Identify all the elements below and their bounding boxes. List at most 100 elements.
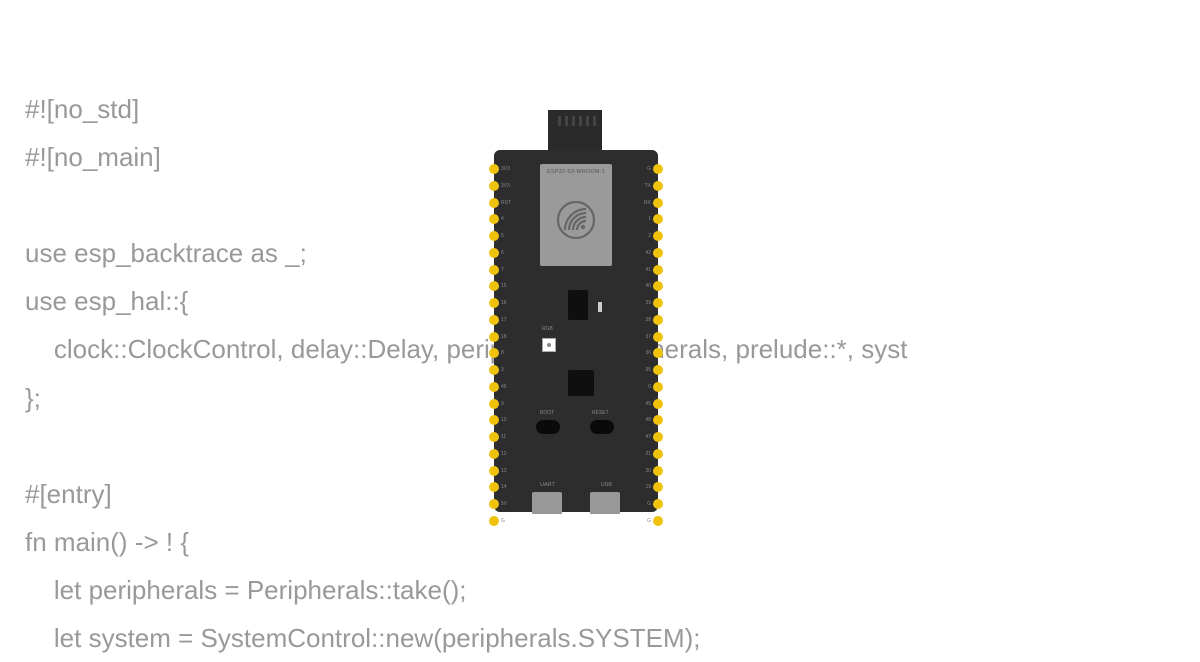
pin [653,332,663,342]
pin-label: 3V3 [501,164,511,174]
espressif-logo-icon [556,200,596,240]
pin [489,214,499,224]
pin-label: 2 [644,231,651,241]
pin [653,164,663,174]
pin [653,432,663,442]
pin [489,482,499,492]
pin-label: 0 [644,382,651,392]
pin-label: 40 [644,281,651,291]
pin-label: 37 [644,332,651,342]
pin [653,198,663,208]
pin-label: 20 [644,466,651,476]
pin [653,499,663,509]
pin [653,231,663,241]
uart-connector [532,492,562,514]
pin-label: 36 [644,348,651,358]
antenna [548,110,602,150]
pin [489,348,499,358]
pin-label: 39 [644,298,651,308]
pin [489,248,499,258]
pin [489,332,499,342]
pin-label: 21 [644,449,651,459]
pin-label: 12 [501,449,511,459]
pin-label: 42 [644,248,651,258]
pin [489,198,499,208]
module-name: ESP32-S3-WROOM-1 [540,169,612,175]
pin [653,315,663,325]
pin [489,449,499,459]
chip-square [568,370,594,396]
pin [653,265,663,275]
pin [653,382,663,392]
pin-label: 8 [501,348,511,358]
pin [653,298,663,308]
pin [489,499,499,509]
small-component [598,302,602,312]
pin [653,399,663,409]
pin [489,181,499,191]
pin [489,281,499,291]
pin [489,265,499,275]
pin [489,164,499,174]
pin [489,466,499,476]
pin-label: 46 [501,382,511,392]
pcb: 3V33V3RST4567151617188346910111213145VG … [494,150,658,512]
pin-label: 3 [501,365,511,375]
wroom-module: ESP32-S3-WROOM-1 [540,164,612,266]
pin [489,231,499,241]
pin-label: G [501,516,511,526]
pin-label: 14 [501,482,511,492]
pin [653,466,663,476]
boot-button[interactable] [536,420,560,434]
pin [489,382,499,392]
pin [653,281,663,291]
pin [653,415,663,425]
pin-labels-right: GTXRX1242414039383736350454847212019GG [644,164,651,526]
pin [489,432,499,442]
pin-label: 4 [501,214,511,224]
pin-label: 45 [644,399,651,409]
chip-small [568,290,588,320]
pin-label: G [644,164,651,174]
pin-label: 15 [501,281,511,291]
pin [489,399,499,409]
pin [653,348,663,358]
reset-label: RESET [592,410,609,416]
pin-label: 1 [644,214,651,224]
pin-label: 5V [501,499,511,509]
pin [653,365,663,375]
pin [489,415,499,425]
pin [489,298,499,308]
pin-label: 16 [501,298,511,308]
code-text: #![no_std] #![no_main] use esp_backtrace… [25,94,907,653]
pin-label: G [644,516,651,526]
pin-label: 48 [644,415,651,425]
pin [653,248,663,258]
pin-label: G [644,499,651,509]
boot-label: BOOT [540,410,554,416]
pin-label: 5 [501,231,511,241]
pin-label: 18 [501,332,511,342]
pin [653,214,663,224]
pin-label: 7 [501,265,511,275]
pin-label: TX [644,181,651,191]
pin [653,181,663,191]
pin-label: 35 [644,365,651,375]
usb-connector [590,492,620,514]
rgb-label: RGB [542,326,553,332]
usb-label: USB [601,482,612,488]
pin-label: RST [501,198,511,208]
pins-right [653,164,663,526]
pins-left [489,164,499,526]
uart-label: UART [540,482,555,488]
pin [653,482,663,492]
pin-label: 10 [501,415,511,425]
pin-label: 38 [644,315,651,325]
pin [489,516,499,526]
pin-labels-left: 3V33V3RST4567151617188346910111213145VG [501,164,511,526]
pin [653,449,663,459]
pin-label: 19 [644,482,651,492]
pin [653,516,663,526]
reset-button[interactable] [590,420,614,434]
pin-label: 41 [644,265,651,275]
